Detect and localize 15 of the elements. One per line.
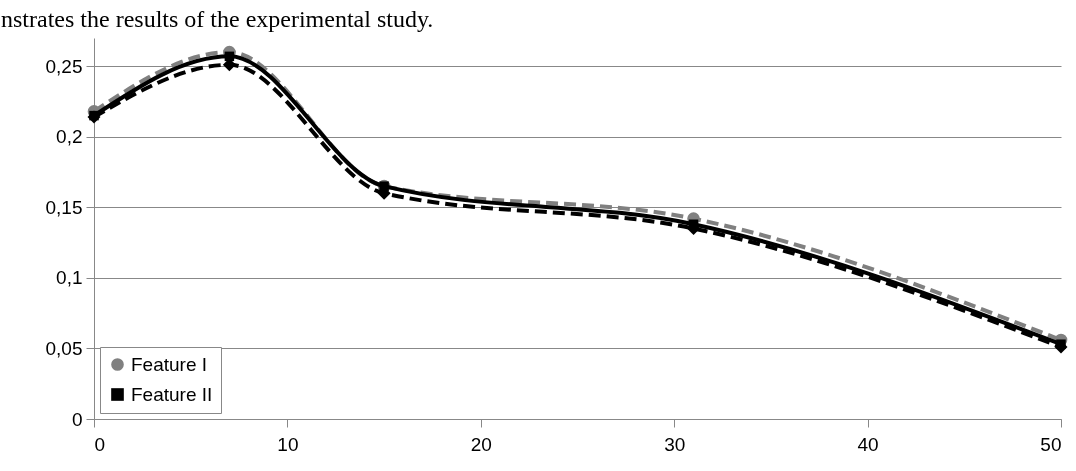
- x-tick-label: 40: [857, 433, 879, 455]
- x-tick-label: 30: [664, 433, 686, 455]
- y-tick-label: 0,05: [45, 337, 83, 359]
- x-tick-label: 0: [94, 433, 106, 455]
- legend-label: Feature I: [131, 353, 208, 375]
- y-tick-label: 0,1: [56, 267, 83, 289]
- x-tick-label: 10: [277, 433, 299, 455]
- y-tick-label: 0,15: [45, 196, 83, 218]
- x-tick-label: 50: [1040, 433, 1062, 455]
- text: nstrates the results of the experimental study.: [1, 6, 434, 32]
- y-tick-label: 0,25: [45, 55, 83, 77]
- x-tick-label: 20: [470, 433, 492, 455]
- y-tick-label: 0: [71, 408, 83, 430]
- legend-label: Feature II: [131, 383, 213, 405]
- y-tick-label: 0,2: [56, 126, 83, 148]
